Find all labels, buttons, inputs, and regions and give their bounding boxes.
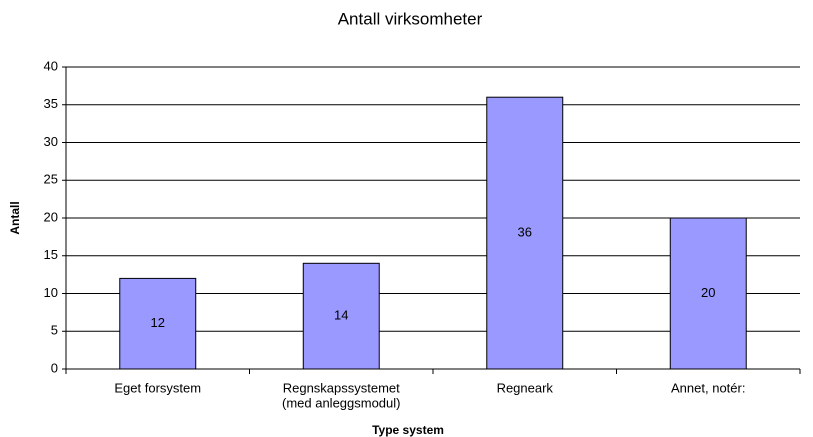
x-axis-title: Type system — [372, 423, 444, 437]
y-axis-title: Antall — [8, 201, 22, 234]
bar — [119, 277, 197, 370]
bar — [302, 262, 380, 370]
chart-title: Antall virksomheter — [338, 9, 483, 28]
data-label: 14 — [334, 308, 348, 323]
y-tick-label: 25 — [44, 172, 58, 187]
x-tick-label: Regneark — [497, 380, 554, 395]
y-tick-label: 15 — [44, 247, 58, 262]
y-tick-label: 0 — [51, 360, 58, 375]
y-tick-label: 10 — [44, 285, 58, 300]
data-label: 36 — [518, 225, 532, 240]
x-tick-label: Regnskapssystemet — [283, 380, 400, 395]
data-label: 12 — [151, 315, 165, 330]
y-tick-label: 30 — [44, 134, 58, 149]
bar — [486, 96, 564, 370]
y-tick-label: 20 — [44, 209, 58, 224]
data-label: 20 — [701, 285, 715, 300]
y-tick-label: 40 — [44, 58, 58, 73]
y-tick-label: 35 — [44, 96, 58, 111]
x-tick-label: (med anleggsmodul) — [282, 395, 401, 410]
y-tick-label: 5 — [51, 323, 58, 338]
x-tick-label: Eget forsystem — [114, 380, 201, 395]
bar — [669, 217, 747, 370]
x-tick-label: Annet, notér: — [671, 380, 745, 395]
